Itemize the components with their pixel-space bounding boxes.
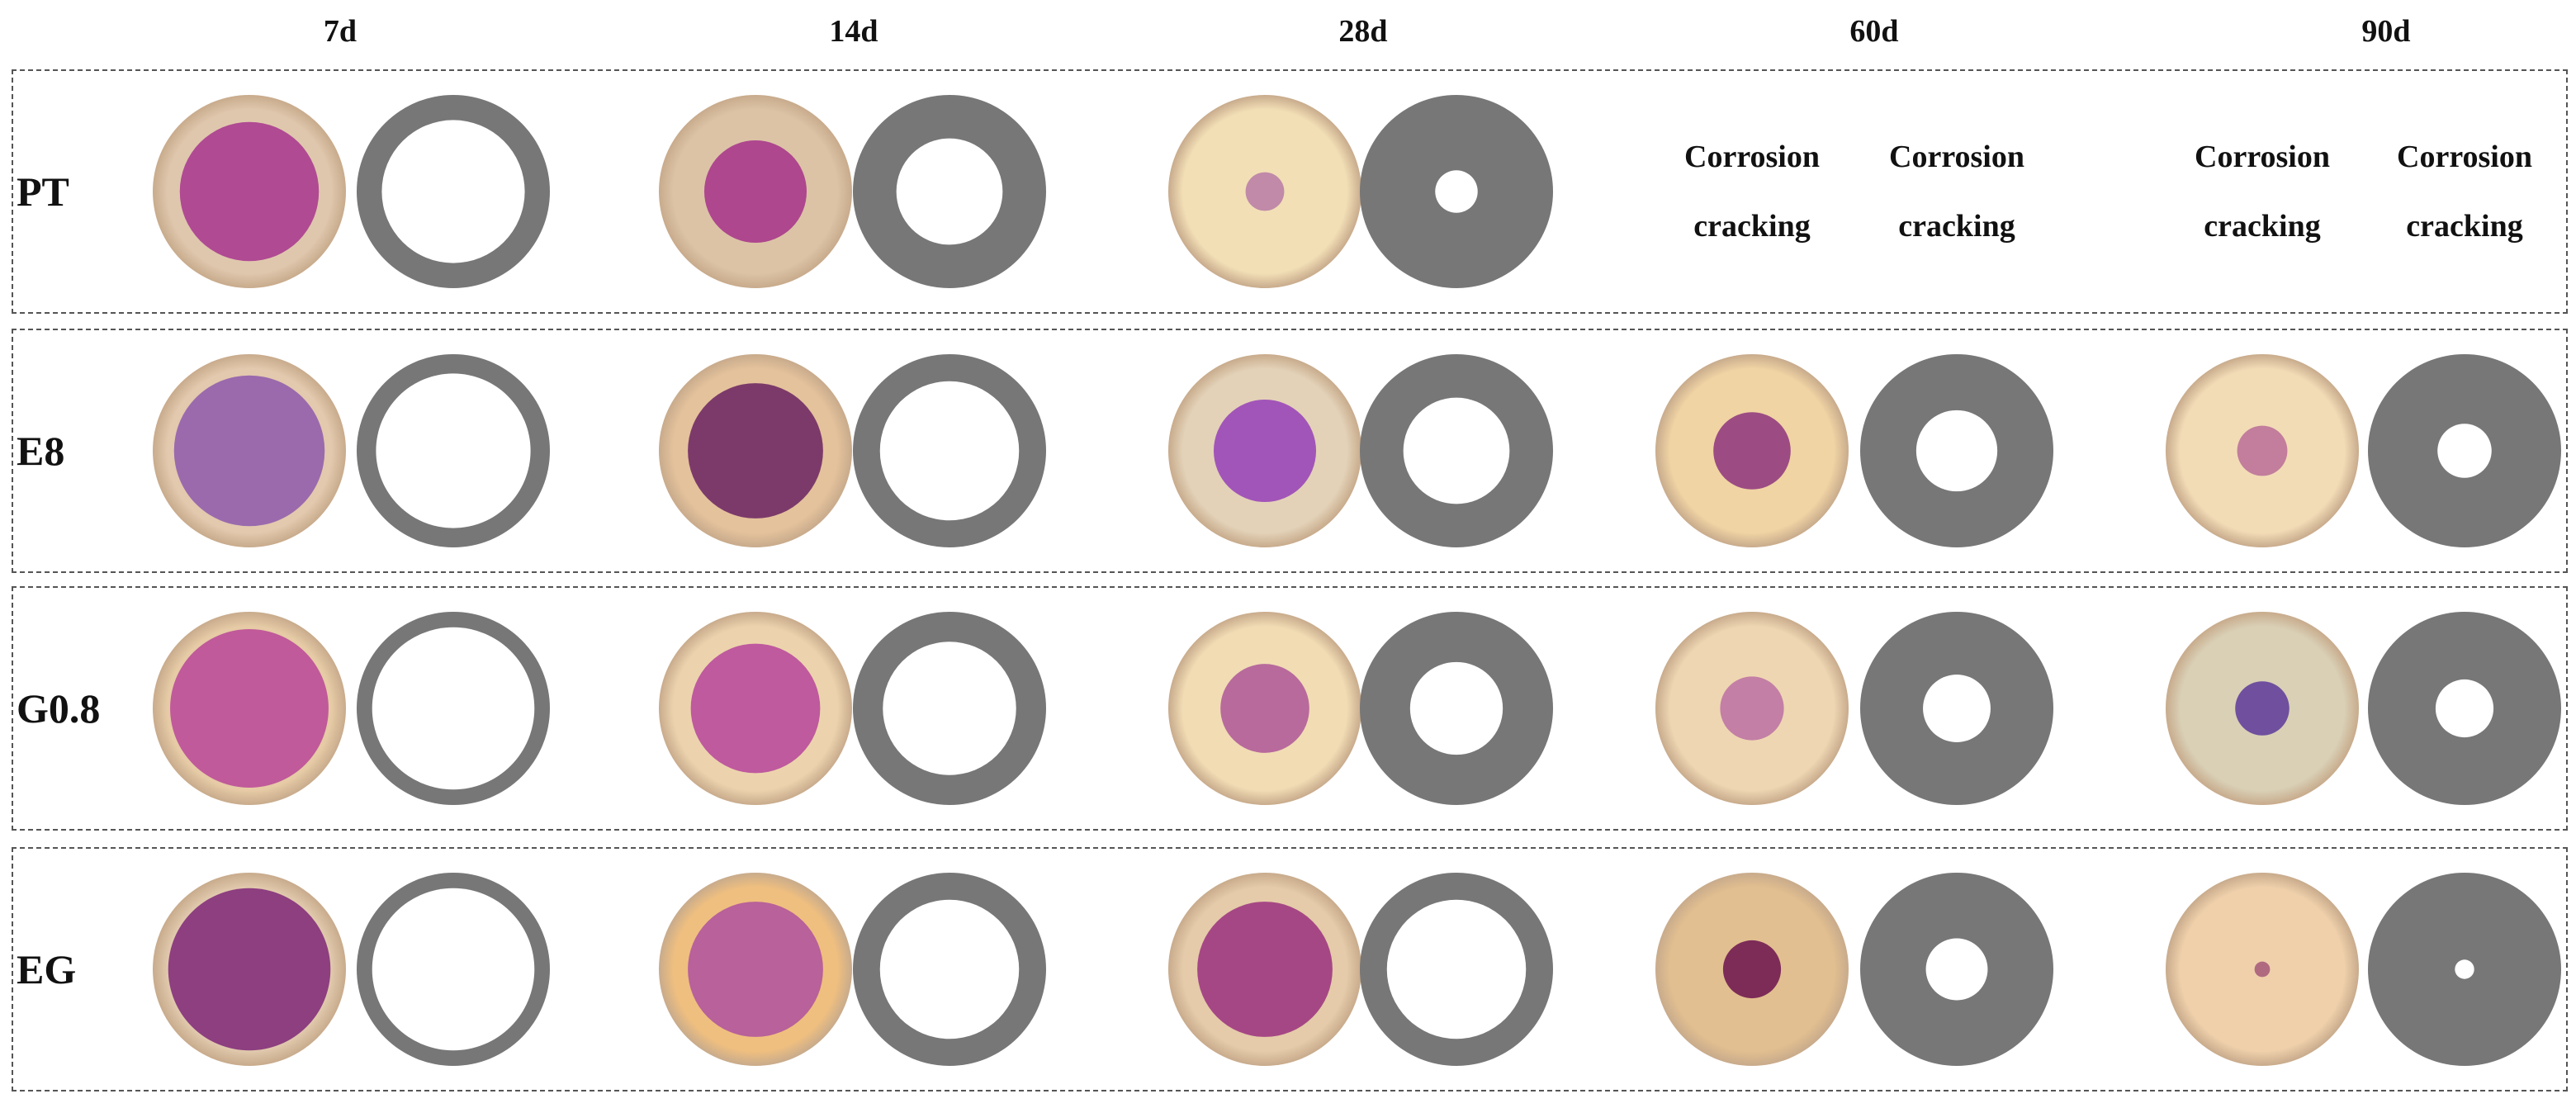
- column-header-90d: 90d: [2361, 14, 2411, 49]
- column-header-7d: 7d: [323, 14, 358, 49]
- row-box-EG: [12, 847, 2568, 1091]
- mask-hole: [879, 381, 1020, 521]
- specimen-photo: [659, 873, 852, 1066]
- binary-mask: [1360, 95, 1553, 288]
- binary-mask: [2368, 354, 2561, 547]
- specimen-photo: [1168, 873, 1361, 1066]
- row-box-G0.8: [12, 586, 2568, 831]
- binary-mask: [853, 354, 1046, 547]
- phenolphthalein-stained-core: [2237, 425, 2288, 476]
- phenolphthalein-stained-core: [1197, 902, 1333, 1037]
- binary-mask: [2368, 612, 2561, 805]
- phenolphthalein-stained-core: [688, 383, 823, 518]
- mask-hole: [1925, 938, 1988, 1001]
- specimen-photo: [1655, 612, 1849, 805]
- column-header-28d: 28d: [1338, 14, 1388, 49]
- binary-mask: [1860, 873, 2053, 1066]
- corrosion-cracking-note: Corrosion cracking: [2167, 122, 2357, 261]
- specimen-photo: [153, 354, 346, 547]
- mask-hole: [2437, 424, 2492, 478]
- phenolphthalein-stained-core: [1720, 676, 1784, 741]
- row-label: G0.8: [17, 685, 101, 732]
- phenolphthalein-stained-core: [2235, 681, 2290, 736]
- specimen-photo: [659, 612, 852, 805]
- mask-hole: [1435, 170, 1478, 213]
- corrosion-cracking-note: Corrosion cracking: [1657, 122, 1847, 261]
- binary-mask: [1360, 612, 1553, 805]
- phenolphthalein-stained-core: [168, 888, 331, 1051]
- specimen-photo: [1168, 95, 1361, 288]
- phenolphthalein-stained-core: [688, 902, 823, 1037]
- mask-hole: [372, 888, 535, 1051]
- mask-hole: [381, 120, 525, 263]
- mask-hole: [879, 899, 1020, 1039]
- binary-mask: [1360, 873, 1553, 1066]
- phenolphthalein-stained-core: [170, 629, 329, 788]
- phenolphthalein-stained-core: [1213, 399, 1317, 503]
- specimen-photo: [153, 612, 346, 805]
- mask-hole: [376, 373, 531, 528]
- binary-mask: [1860, 612, 2053, 805]
- phenolphthalein-stained-core: [1220, 664, 1309, 753]
- binary-mask: [357, 612, 550, 805]
- corrosion-cracking-note: Corrosion cracking: [1862, 122, 2052, 261]
- phenolphthalein-stained-core: [1722, 940, 1782, 999]
- specimen-photo: [659, 95, 852, 288]
- binary-mask: [357, 354, 550, 547]
- specimen-photo: [2166, 873, 2359, 1066]
- specimen-photo: [659, 354, 852, 547]
- binary-mask: [853, 873, 1046, 1066]
- note-line-2: cracking: [1693, 209, 1811, 244]
- row-box-PT: [12, 69, 2568, 314]
- note-line-1: Corrosion: [1684, 140, 1820, 174]
- mask-hole: [1923, 675, 1991, 742]
- row-label: E8: [17, 428, 65, 474]
- row-label: EG: [17, 946, 77, 992]
- binary-mask: [2368, 873, 2561, 1066]
- column-header-14d: 14d: [829, 14, 878, 49]
- phenolphthalein-stained-core: [690, 643, 821, 774]
- phenolphthalein-stained-core: [2254, 961, 2271, 978]
- mask-hole: [2455, 959, 2474, 979]
- specimen-photo: [153, 95, 346, 288]
- mask-hole: [1915, 410, 1998, 492]
- corrosion-cracking-note: Corrosion cracking: [2370, 122, 2559, 261]
- specimen-photo: [1168, 612, 1361, 805]
- binary-mask: [357, 873, 550, 1066]
- mask-hole: [1403, 397, 1510, 504]
- mask-hole: [896, 138, 1003, 245]
- mask-hole: [1409, 661, 1503, 755]
- mask-hole: [372, 627, 535, 790]
- note-line-1: Corrosion: [2195, 140, 2330, 174]
- note-line-2: cracking: [2406, 209, 2523, 244]
- binary-mask: [853, 95, 1046, 288]
- row-box-E8: [12, 329, 2568, 573]
- specimen-photo: [1655, 354, 1849, 547]
- phenolphthalein-stained-core: [173, 375, 325, 527]
- mask-hole: [2435, 679, 2494, 738]
- row-label: PT: [17, 168, 69, 215]
- phenolphthalein-stained-core: [1713, 412, 1791, 490]
- specimen-photo: [2166, 354, 2359, 547]
- binary-mask: [1860, 354, 2053, 547]
- mask-hole: [883, 642, 1016, 775]
- phenolphthalein-stained-core: [179, 121, 320, 262]
- specimen-photo: [1655, 873, 1849, 1066]
- note-line-1: Corrosion: [1889, 140, 2024, 174]
- specimen-photo: [1168, 354, 1361, 547]
- phenolphthalein-stained-core: [1245, 172, 1285, 211]
- binary-mask: [357, 95, 550, 288]
- specimen-photo: [2166, 612, 2359, 805]
- phenolphthalein-stained-core: [703, 140, 807, 244]
- note-line-2: cracking: [1898, 209, 2015, 244]
- mask-hole: [1386, 899, 1527, 1039]
- binary-mask: [1360, 354, 1553, 547]
- note-line-2: cracking: [2204, 209, 2321, 244]
- binary-mask: [853, 612, 1046, 805]
- column-header-60d: 60d: [1849, 14, 1899, 49]
- note-line-1: Corrosion: [2397, 140, 2532, 174]
- specimen-photo: [153, 873, 346, 1066]
